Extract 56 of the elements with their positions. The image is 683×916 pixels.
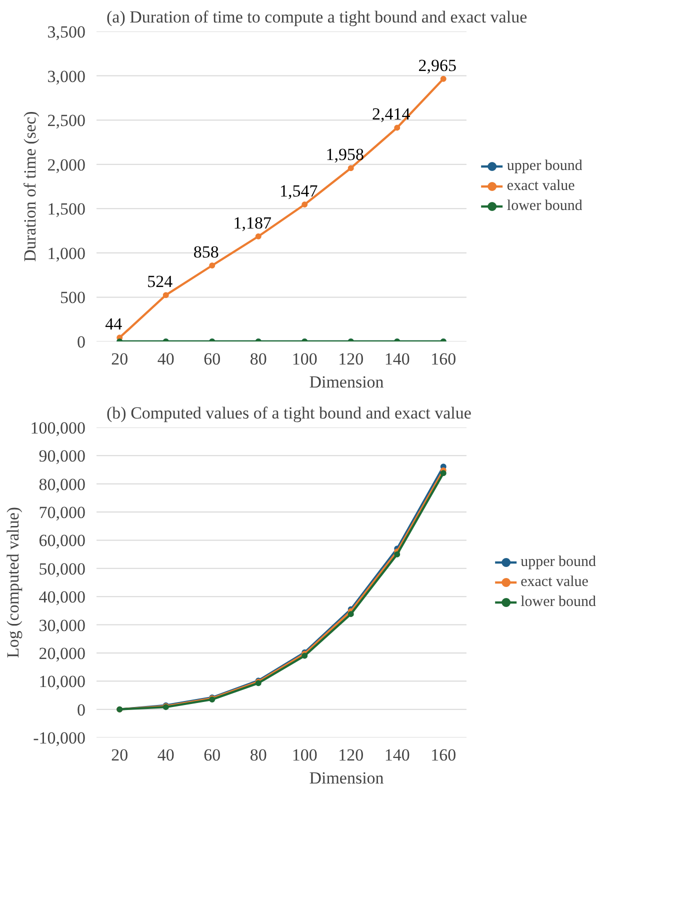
- y-tick-label: 0: [77, 332, 86, 352]
- x-axis-title: Dimension: [309, 372, 384, 392]
- x-tick-label: 140: [384, 350, 410, 368]
- chart-title: (a) Duration of time to compute a tight bound and exact value: [106, 8, 528, 26]
- x-tick-label: 40: [157, 350, 174, 368]
- x-tick-label: 20: [111, 746, 128, 764]
- x-tick-label: 160: [430, 746, 456, 764]
- legend-label: lower bound: [506, 198, 582, 214]
- x-axis-title: Dimension: [309, 768, 384, 788]
- y-tick-label: 3,000: [47, 66, 86, 86]
- legend-label: exact value: [506, 178, 575, 194]
- data-label: 1,958: [326, 145, 364, 164]
- x-tick-label: 100: [292, 350, 318, 368]
- data-label: 44: [105, 314, 123, 334]
- y-axis-title: Log (computed value): [3, 506, 22, 658]
- x-tick-label: 100: [292, 746, 318, 764]
- x-tick-label: 20: [111, 350, 128, 368]
- data-label: 2,965: [418, 56, 456, 75]
- x-tick-label: 120: [338, 350, 364, 368]
- y-tick-label: 3,500: [47, 22, 86, 42]
- y-tick-label: 10,000: [38, 672, 86, 692]
- y-tick-label: 1,000: [47, 244, 86, 263]
- y-tick-label: 30,000: [38, 616, 86, 635]
- y-tick-label: 500: [60, 288, 86, 308]
- y-tick-label: 50,000: [38, 559, 86, 578]
- x-tick-label: 40: [157, 746, 174, 764]
- y-tick-label: 80,000: [38, 474, 86, 494]
- x-tick-label: 80: [250, 350, 267, 368]
- y-tick-label: 2,500: [47, 111, 86, 130]
- legend-label: upper bound: [520, 554, 596, 570]
- y-tick-label: 60,000: [38, 531, 86, 550]
- x-tick-label: 80: [250, 746, 267, 764]
- y-tick-label: -10,000: [33, 728, 86, 748]
- y-tick-label: 2,000: [47, 155, 86, 174]
- y-tick-label: 20,000: [38, 644, 86, 663]
- y-tick-label: 1,500: [47, 200, 86, 219]
- data-label: 524: [147, 272, 174, 292]
- y-axis-title: Duration of time (sec): [20, 111, 40, 262]
- data-label: 1,187: [233, 213, 272, 232]
- x-tick-label: 60: [204, 746, 221, 764]
- y-tick-label: 40,000: [38, 588, 86, 607]
- x-tick-label: 160: [430, 350, 456, 368]
- legend-label: lower bound: [520, 594, 596, 610]
- y-tick-label: 90,000: [38, 446, 86, 466]
- legend-label: upper bound: [506, 158, 582, 174]
- x-tick-label: 140: [384, 746, 410, 764]
- legend-label: exact value: [520, 574, 588, 590]
- data-label: 1,547: [280, 181, 318, 200]
- y-tick-label: 100,000: [30, 418, 86, 438]
- data-label: 858: [193, 242, 219, 262]
- y-tick-label: 0: [77, 700, 86, 720]
- y-tick-label: 70,000: [38, 503, 86, 522]
- chart-title: (b) Computed values of a tight bound and exact value: [106, 404, 472, 422]
- data-label: 2,414: [372, 104, 411, 124]
- x-tick-label: 120: [338, 746, 364, 764]
- x-tick-label: 60: [204, 350, 221, 368]
